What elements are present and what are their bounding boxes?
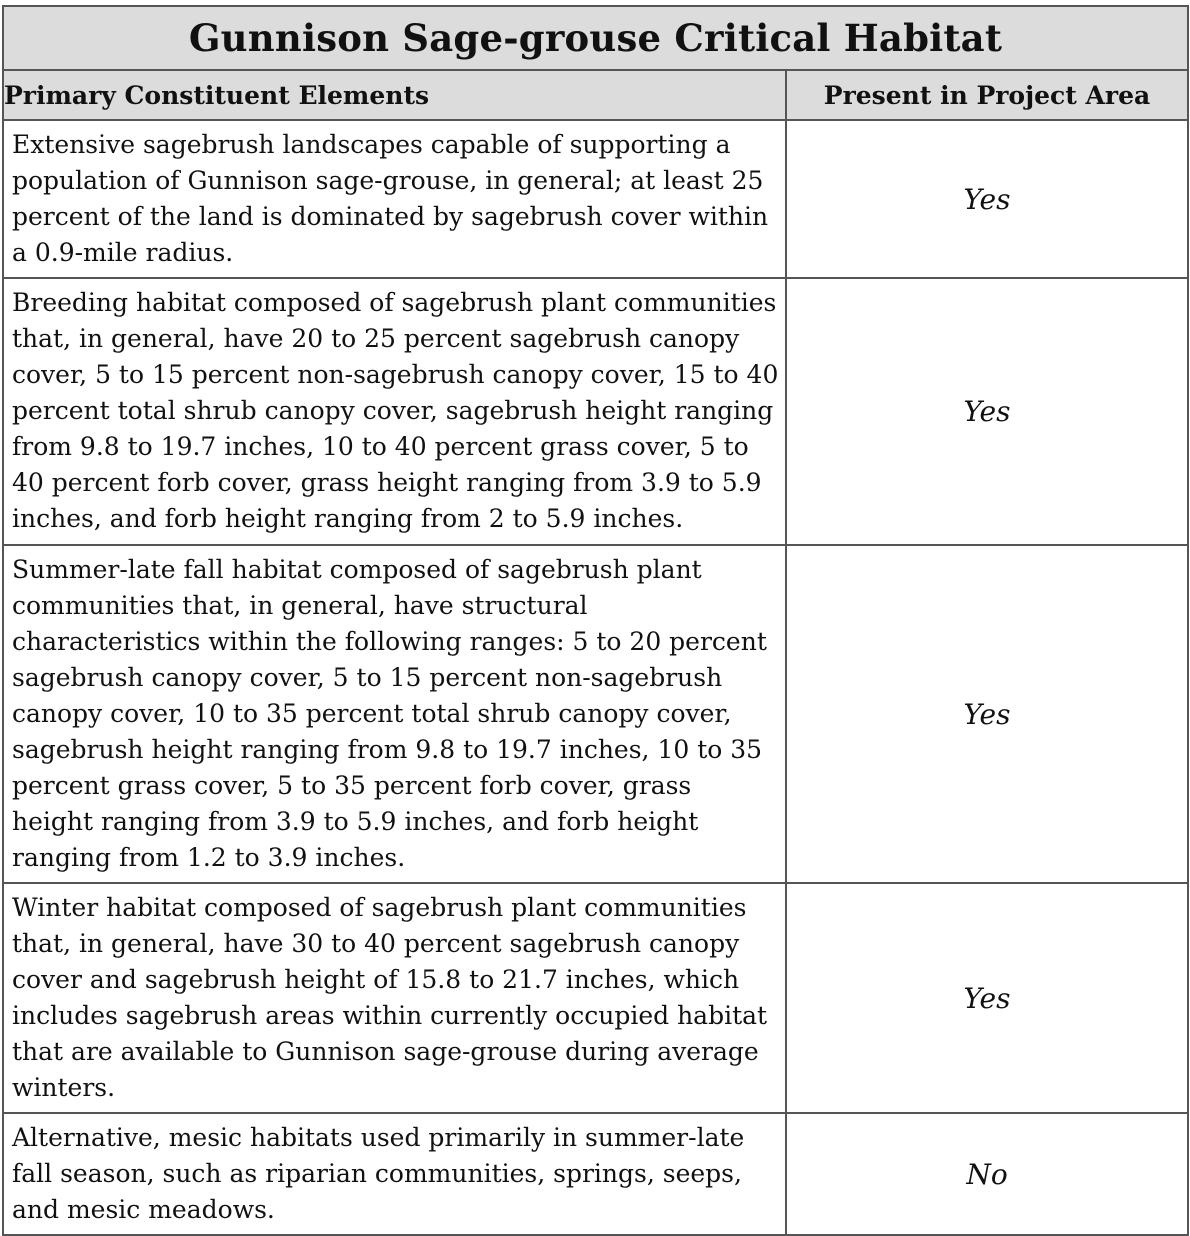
element-description: Extensive sagebrush landscapes capable o… — [2, 119, 787, 279]
table-row: Extensive sagebrush landscapes capable o… — [2, 119, 1189, 279]
element-description: Breeding habitat composed of sagebrush p… — [2, 277, 787, 546]
present-value: Yes — [785, 544, 1189, 884]
element-description: Summer-late fall habitat composed of sag… — [2, 544, 787, 884]
title-row: Gunnison Sage-grouse Critical Habitat — [2, 5, 1189, 71]
present-value: No — [785, 1112, 1189, 1236]
header-row: Primary Constituent Elements Present in … — [2, 69, 1189, 121]
habitat-table: Gunnison Sage-grouse Critical Habitat Pr… — [2, 5, 1189, 1236]
present-value: Yes — [785, 277, 1189, 546]
present-value: Yes — [785, 882, 1189, 1114]
element-description: Winter habitat composed of sagebrush pla… — [2, 882, 787, 1114]
column-header-present: Present in Project Area — [785, 69, 1189, 121]
table-row: Breeding habitat composed of sagebrush p… — [2, 277, 1189, 546]
table-row: Alternative, mesic habitats used primari… — [2, 1112, 1189, 1236]
table-title: Gunnison Sage-grouse Critical Habitat — [2, 5, 1189, 71]
present-value: Yes — [785, 119, 1189, 279]
column-header-elements: Primary Constituent Elements — [2, 69, 787, 121]
table-row: Summer-late fall habitat composed of sag… — [2, 544, 1189, 884]
element-description: Alternative, mesic habitats used primari… — [2, 1112, 787, 1236]
table-row: Winter habitat composed of sagebrush pla… — [2, 882, 1189, 1114]
